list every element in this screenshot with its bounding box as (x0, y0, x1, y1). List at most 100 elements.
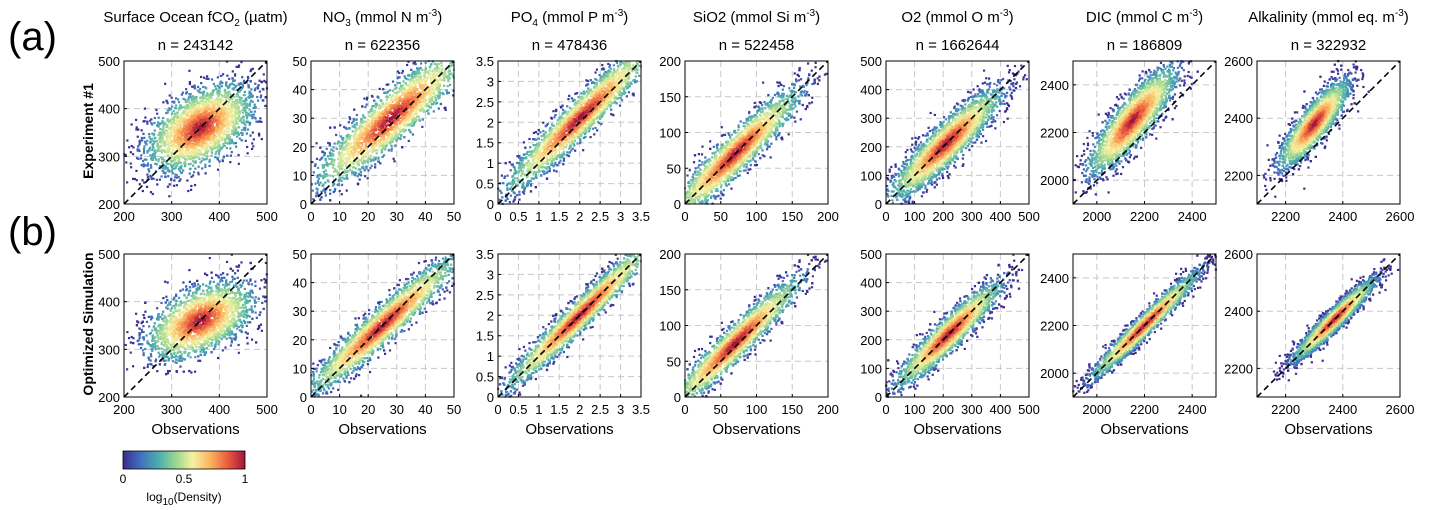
density-point (150, 164, 152, 166)
density-point (158, 158, 160, 160)
density-point (217, 119, 219, 121)
density-point (257, 84, 259, 86)
density-point (199, 131, 201, 133)
density-point (198, 125, 200, 127)
density-point (195, 96, 197, 98)
density-point (249, 294, 251, 296)
density-point (200, 121, 202, 123)
density-point (228, 323, 230, 325)
density-point (213, 294, 215, 296)
density-point (154, 336, 156, 338)
density-point (235, 298, 237, 300)
density-point (210, 137, 212, 139)
density-point (160, 175, 162, 177)
density-point (215, 120, 217, 122)
density-point (184, 139, 186, 141)
density-point (174, 361, 176, 363)
density-point (203, 119, 205, 121)
density-point (244, 102, 246, 104)
density-point (214, 143, 216, 145)
density-point (217, 117, 219, 119)
density-point (205, 303, 207, 305)
density-point (197, 141, 199, 143)
density-point (255, 296, 257, 298)
density-point (207, 78, 209, 80)
density-point (180, 167, 182, 169)
density-point (178, 157, 180, 159)
density-point (210, 323, 212, 325)
density-point (191, 150, 193, 152)
density-point (240, 121, 242, 123)
density-point (151, 329, 153, 331)
density-point (166, 126, 168, 128)
density-point (172, 172, 174, 174)
density-point (154, 129, 156, 131)
density-point (222, 160, 224, 162)
density-point (180, 162, 182, 164)
density-point (143, 152, 145, 154)
density-point (180, 360, 182, 362)
density-point (185, 92, 187, 94)
density-point (234, 115, 236, 117)
density-point (217, 340, 219, 342)
density-point (182, 169, 184, 171)
density-point (160, 145, 162, 147)
density-point (237, 288, 239, 290)
density-point (180, 351, 182, 353)
density-point (219, 308, 221, 310)
density-point (211, 336, 213, 338)
x-tick-label: 400 (208, 209, 230, 224)
density-point (168, 121, 170, 123)
density-point (153, 134, 155, 136)
density-point (204, 164, 206, 166)
density-point (217, 169, 219, 171)
density-point (246, 132, 248, 134)
density-point (175, 119, 177, 121)
density-point (178, 161, 180, 163)
density-point (175, 304, 177, 306)
density-point (142, 133, 144, 135)
density-point (183, 128, 185, 130)
density-point (182, 92, 184, 94)
density-point (168, 142, 170, 144)
density-point (223, 123, 225, 125)
density-point (220, 109, 222, 111)
density-point (194, 161, 196, 163)
density-point (223, 125, 225, 127)
density-point (199, 297, 201, 299)
density-point (208, 113, 210, 115)
density-point (140, 154, 142, 156)
density-point (236, 286, 238, 288)
density-point (221, 147, 223, 149)
density-point (165, 172, 167, 174)
density-point (188, 322, 190, 324)
density-point (173, 334, 175, 336)
density-point (172, 160, 174, 162)
density-point (211, 301, 213, 303)
y-tick-label: 300 (98, 149, 120, 164)
density-point (130, 341, 132, 343)
density-point (231, 341, 233, 343)
density-point (209, 147, 211, 149)
density-point (192, 349, 194, 351)
density-point (251, 318, 253, 320)
density-point (143, 338, 145, 340)
density-point (247, 76, 249, 78)
density-point (226, 324, 228, 326)
density-point (220, 81, 222, 83)
density-point (233, 84, 235, 86)
density-point (235, 142, 237, 144)
density-point (260, 279, 262, 281)
density-point (184, 110, 186, 112)
density-point (148, 170, 150, 172)
density-point (190, 185, 192, 187)
density-point (210, 111, 212, 113)
density-point (147, 165, 149, 167)
density-point (210, 287, 212, 289)
density-point (228, 99, 230, 101)
density-point (240, 286, 242, 288)
density-point (259, 314, 261, 316)
density-point (211, 78, 213, 80)
density-point (170, 131, 172, 133)
density-point (251, 142, 253, 144)
